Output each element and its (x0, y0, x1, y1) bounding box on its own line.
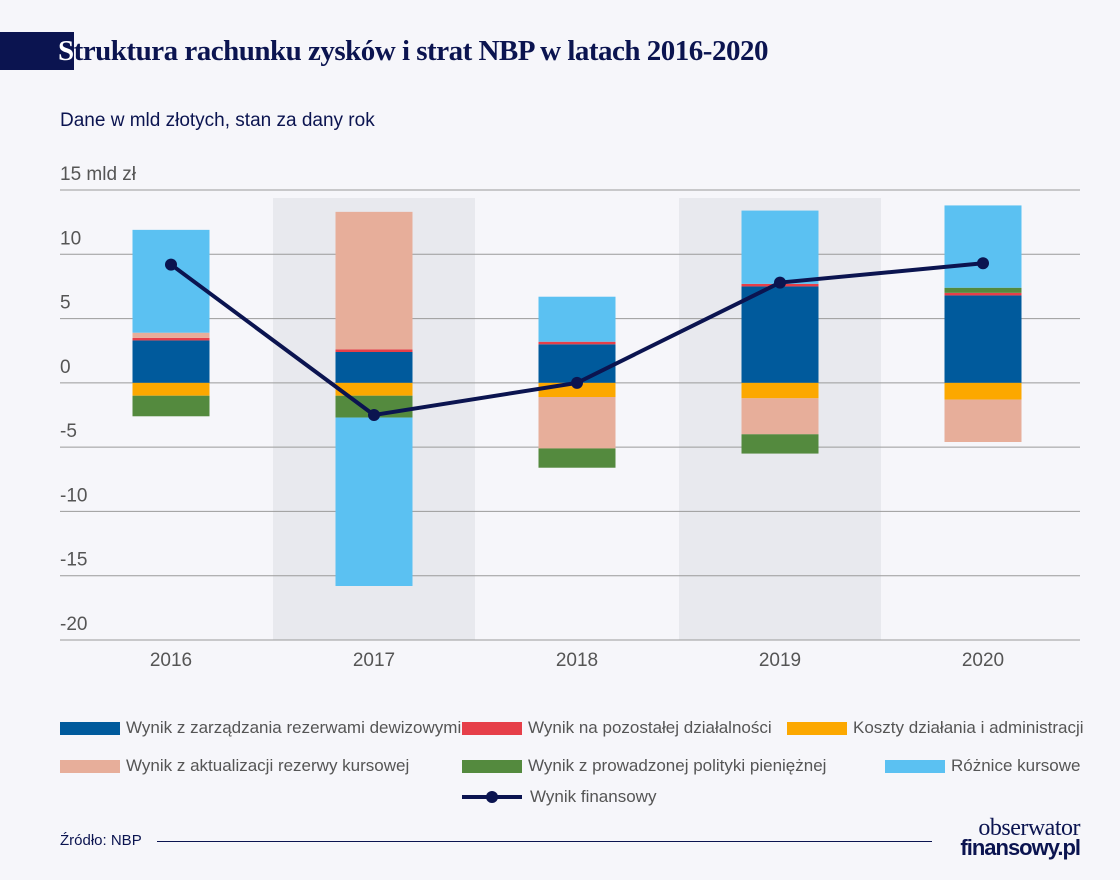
bar-segment (132, 332, 210, 338)
y-tick-label: 5 (60, 293, 71, 314)
bar-segment (538, 448, 616, 468)
y-tick-label: -20 (60, 614, 87, 635)
bar-segment (741, 382, 819, 399)
bar-segment (132, 382, 210, 396)
legend-label: Wynik finansowy (530, 787, 657, 806)
chart-subtitle: Dane w mld złotych, stan za dany rok (60, 110, 375, 131)
line-point (165, 258, 177, 271)
y-tick-label: -15 (60, 550, 87, 571)
legend-swatch (60, 759, 120, 773)
bar-segment (335, 349, 413, 352)
x-tick-label: 2018 (556, 650, 598, 671)
bar-segment (741, 286, 819, 383)
bar-segment (944, 292, 1022, 296)
bar-segment (335, 417, 413, 586)
legend-swatch (462, 759, 522, 773)
bar-segment (741, 210, 819, 284)
y-tick-label: 0 (60, 357, 71, 378)
x-tick-label: 2020 (962, 650, 1004, 671)
legend-swatch (462, 721, 522, 735)
legend-item: Wynik z aktualizacji rezerwy kursowej (60, 756, 409, 776)
bar-segment (335, 211, 413, 350)
y-tick-label: 10 (60, 228, 81, 249)
bar-segment (538, 397, 616, 449)
title-text: truktura rachunku zysków i strat NBP w l… (73, 35, 769, 67)
bar-segment (944, 287, 1022, 293)
bar-segment (132, 337, 210, 341)
y-tick-label: -10 (60, 485, 87, 506)
bar-segment (944, 205, 1022, 288)
legend-item: Wynik na pozostałej działalności (462, 718, 772, 738)
bar-segment (335, 352, 413, 383)
line-point (571, 376, 583, 389)
legend-label: Wynik z prowadzonej polityki pieniężnej (528, 756, 827, 775)
x-tick-label: 2016 (150, 650, 192, 671)
bar-segment (538, 296, 616, 342)
bar-segment (741, 398, 819, 435)
bar-segment (944, 399, 1022, 442)
bar-segment (132, 229, 210, 333)
line-point (774, 276, 786, 289)
legend-line-marker (462, 791, 522, 803)
legend-label: Wynik z zarządzania rezerwami dewizowymi (126, 718, 462, 737)
legend-item: Koszty działania i administracji (787, 718, 1084, 738)
x-tick-label: 2017 (353, 650, 395, 671)
bar-segment (132, 395, 210, 417)
y-tick-label: 15 mld zł (60, 164, 137, 185)
title-initial: S (58, 35, 74, 67)
bar-segment (538, 341, 616, 345)
chart: 15 mld zł 10 5 0 -5 -10 -15 -20 2016 2017 2018 2019… (60, 164, 1080, 671)
legend-swatch (885, 759, 945, 773)
chart-title: Struktura rachunku zysków i strat NBP w … (58, 32, 768, 70)
legend-swatch (60, 721, 120, 735)
legend-label: Koszty działania i administracji (853, 718, 1084, 737)
legend-item: Wynik z prowadzonej polityki pieniężnej (462, 756, 826, 776)
legend-item: Różnice kursowe (885, 756, 1080, 776)
source-note: Źródło: NBP (60, 832, 142, 849)
legend-label: Wynik z aktualizacji rezerwy kursowej (126, 756, 410, 775)
line-point (368, 409, 380, 421)
logo: obserwator finansowy.pl (945, 815, 1081, 860)
bar-segment (944, 382, 1022, 400)
legend-item: Wynik z zarządzania rezerwami dewizowymi (60, 718, 461, 738)
bar-segment (538, 344, 616, 383)
bar-segment (741, 434, 819, 454)
bar-segment (944, 295, 1022, 383)
title-accent-bar (0, 32, 74, 70)
legend-item-line: Wynik finansowy (462, 787, 656, 807)
source-divider (157, 841, 932, 842)
line-point (977, 257, 989, 270)
bar-segment (335, 382, 413, 396)
logo-line2: finansowy.pl (960, 835, 1081, 860)
x-tick-label: 2019 (759, 650, 801, 671)
legend-label: Wynik na pozostałej działalności (528, 718, 772, 737)
legend-label: Różnice kursowe (951, 756, 1081, 775)
logo-line1: obserwator (978, 815, 1080, 841)
y-tick-label: -5 (60, 421, 77, 442)
legend-swatch (787, 721, 847, 735)
bar-segment (132, 340, 210, 383)
